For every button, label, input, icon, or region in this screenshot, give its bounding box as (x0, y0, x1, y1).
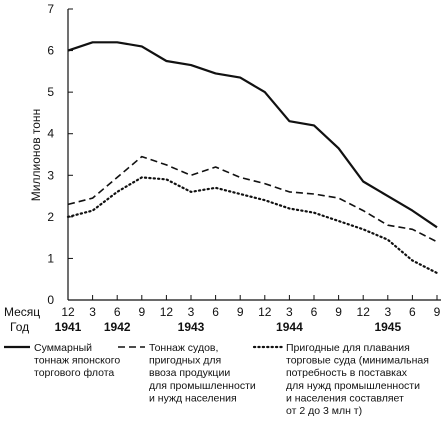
y-tick-label: 1 (47, 251, 54, 265)
x-month-label: 9 (237, 305, 244, 319)
x-year-label: 1944 (276, 320, 303, 334)
legend-label-line: для нужд промышленности (286, 380, 420, 392)
legend-label-line: и нужд населения (149, 392, 237, 404)
x-month-label: 3 (286, 305, 293, 319)
legend-label-line: от 2 до 3 млн т) (286, 405, 362, 417)
y-tick-label: 7 (47, 2, 54, 16)
x-month-label: 12 (258, 305, 272, 319)
legend-label-line: торговые суда (минимальная (286, 355, 429, 367)
x-month-label: 6 (212, 305, 219, 319)
x-year-label: 1945 (374, 320, 401, 334)
x-month-label: 12 (160, 305, 174, 319)
y-axis-title: Миллионов тонн (29, 109, 43, 201)
legend-label-line: пригодных для (149, 355, 221, 367)
series-line-solid (67, 41, 438, 229)
series-line-dotted (66, 176, 439, 275)
x-month-label: 12 (357, 305, 371, 319)
y-tick-label: 4 (47, 127, 54, 141)
x-month-label: 9 (434, 305, 441, 319)
y-tick-label: 5 (47, 85, 54, 99)
x-axis: 12 3 6 9 12 3 6 9 12 3 6 9 12 3 6 9 1941 1942 1943 1944 1945 (55, 295, 441, 334)
x-year-label: 1942 (104, 320, 131, 334)
x-axis-year-title: Год (10, 320, 29, 334)
x-month-label: 3 (188, 305, 195, 319)
y-tick-label: 3 (47, 168, 54, 182)
y-tick-label: 2 (47, 210, 54, 224)
legend-label-line: Тоннаж судов, (149, 342, 218, 354)
legend-label-line: тоннаж японского (34, 355, 120, 367)
y-axis: 0 1 2 3 4 5 6 7 (47, 2, 73, 307)
y-tick-label: 6 (47, 44, 54, 58)
x-month-label: 6 (114, 305, 121, 319)
x-year-label: 1943 (178, 320, 205, 334)
legend-label-line: и населения составляет (286, 392, 404, 404)
x-month-label: 12 (61, 305, 75, 319)
x-month-label: 6 (311, 305, 318, 319)
legend-label-line: Суммарный (34, 342, 92, 354)
legend-label-line: для промышленности (149, 380, 256, 392)
x-month-label: 9 (138, 305, 145, 319)
series-line-dashed (67, 155, 438, 243)
x-month-label: 3 (384, 305, 391, 319)
legend-label-line: Пригодные для плавания (286, 342, 410, 354)
x-year-label: 1941 (55, 320, 82, 334)
legend-label-line: потребность в поставках (286, 367, 408, 379)
x-axis-month-title: Месяц (4, 305, 40, 319)
x-month-label: 9 (335, 305, 342, 319)
x-month-label: 6 (409, 305, 416, 319)
legend-label-line: ввоза продукции (149, 367, 230, 379)
series-lines (66, 41, 439, 275)
y-tick-label: 0 (47, 293, 54, 307)
x-month-label: 3 (89, 305, 96, 319)
legend-label-line: торгового флота (34, 367, 114, 379)
